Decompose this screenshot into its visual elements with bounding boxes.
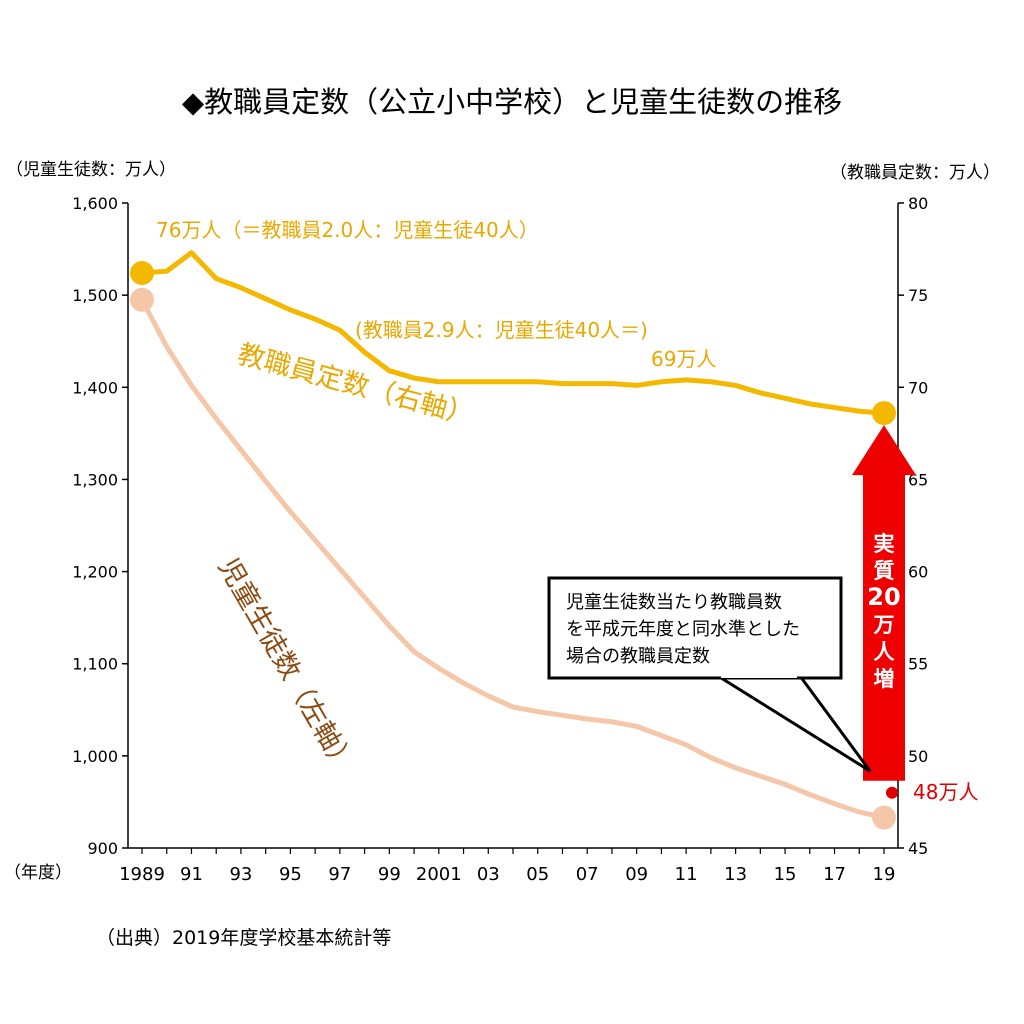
y-left-tick-label: 900 [87, 839, 118, 858]
arrow-char: 実 [874, 532, 895, 556]
teachers-series-label: 教職員定数（右軸） [234, 339, 477, 432]
teachers-end-point [872, 401, 896, 426]
teachers-end-annotation: 69万人 [651, 347, 716, 371]
x-tick-label: 91 [180, 864, 203, 885]
y-left-tick-label: 1,600 [72, 194, 118, 213]
x-tick-label: 03 [477, 864, 500, 885]
y-left-tick-label: 1,000 [72, 747, 118, 766]
students-end-point [872, 805, 896, 830]
x-tick-label: 13 [724, 864, 747, 885]
y-left-tick-label: 1,100 [72, 655, 118, 674]
callout-box [547, 576, 843, 680]
x-tick-label: 97 [328, 864, 351, 885]
x-tick-label: 95 [279, 864, 302, 885]
y-left-tick-label: 1,500 [72, 286, 118, 305]
series-layer [139, 250, 887, 821]
students-series-label: 児童生徒数（左軸） [212, 553, 360, 779]
arrow-char: 増 [874, 667, 895, 691]
y-left-axis-label: （児童生徒数：万人） [6, 160, 176, 180]
callout-line-2: を平成元年度と同水準とした [566, 619, 800, 640]
y-right-tick-label: 45 [908, 839, 928, 858]
axes: 900 1,000 1,100 1,200 1,300 1,400 1,500 1,600 45… [72, 194, 928, 885]
x-tick-label: 07 [576, 864, 599, 885]
y-right-tick-label: 50 [908, 747, 928, 766]
y-right-tick-label: 70 [908, 378, 928, 397]
x-tick-label: 11 [675, 864, 698, 885]
arrow-char: 質 [874, 559, 895, 583]
callout-line-1: 児童生徒数当たり教職員数 [566, 592, 782, 613]
arrow-char: 万 [873, 613, 895, 637]
y-left-tick-label: 1,400 [72, 378, 118, 397]
callout-line-3: 場合の教職員定数 [566, 646, 710, 667]
teachers-start-annotation: 76万人（＝教職員2.0人：児童生徒40人） [156, 218, 539, 242]
arrow-char: 20 [867, 583, 900, 611]
y-right-tick-label: 65 [908, 470, 928, 489]
x-tick-label: 99 [378, 864, 401, 885]
y-right-tick-label: 55 [908, 655, 928, 674]
x-tick-label: 93 [229, 864, 252, 885]
callout-pointer [712, 674, 872, 773]
x-axis-label: （年度） [4, 863, 72, 883]
y-right-tick-label: 80 [908, 194, 928, 213]
x-tick-label: 15 [774, 864, 797, 885]
x-tick-label: 09 [625, 864, 648, 885]
point48-label: 48万人 [913, 780, 978, 804]
marker-layer [130, 261, 898, 830]
students-line [139, 297, 887, 821]
increase-arrow [852, 425, 916, 781]
x-tick-label: 2001 [416, 864, 462, 885]
students-start-point [130, 287, 154, 312]
arrow-char: 人 [874, 640, 895, 664]
chart-title: ◆教職員定数（公立小中学校）と児童生徒数の推移 [182, 85, 842, 119]
x-tick-label: 1989 [119, 864, 165, 885]
teachers-ratio-annotation: (教職員2.9人：児童生徒40人＝) [355, 318, 648, 342]
y-right-axis-label: （教職員定数：万人） [830, 163, 1000, 183]
y-left-tick-label: 1,200 [72, 563, 118, 582]
y-left-tick-label: 1,300 [72, 470, 118, 489]
x-tick-label: 19 [873, 864, 896, 885]
y-right-tick-label: 60 [908, 563, 928, 582]
teachers-line [139, 250, 887, 416]
x-tick-label: 05 [526, 864, 549, 885]
source-note: （出典）2019年度学校基本統計等 [96, 927, 391, 949]
teachers-start-point [130, 261, 154, 286]
y-right-tick-label: 75 [908, 286, 928, 305]
x-tick-label: 17 [823, 864, 846, 885]
point48 [886, 786, 898, 799]
